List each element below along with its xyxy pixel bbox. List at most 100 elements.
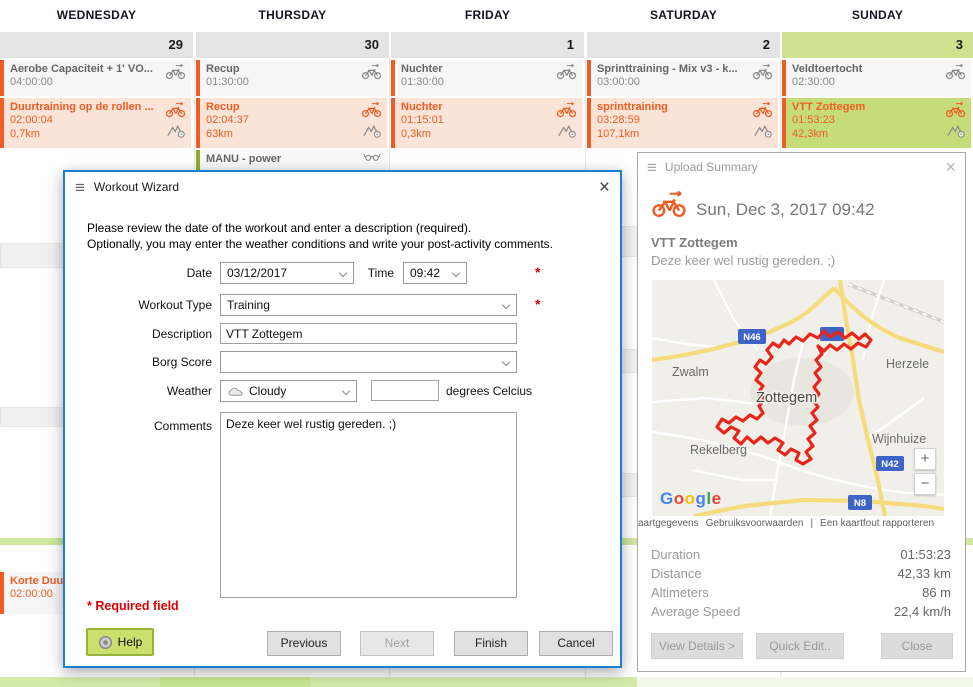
actual-workout[interactable]: Nuchter 01:15:01 0,3km xyxy=(391,98,582,148)
gps-track xyxy=(715,329,873,466)
upload-summary-panel: ≡ Upload Summary × Sun, Dec 3, 2017 09:4… xyxy=(637,152,966,672)
borg-score-label: Borg Score xyxy=(151,355,212,369)
comments-textarea[interactable]: Deze keer wel rustig gereden. ;) xyxy=(220,412,517,598)
road-shields: N46 N42 N8 xyxy=(738,329,904,510)
help-button[interactable]: Help xyxy=(86,628,154,656)
bike-icon xyxy=(361,63,382,80)
svg-text:Wijnhuize: Wijnhuize xyxy=(872,432,926,446)
close-icon[interactable]: × xyxy=(945,157,956,177)
menu-icon[interactable]: ≡ xyxy=(647,157,657,177)
chevron-down-icon xyxy=(451,268,461,278)
menu-icon[interactable]: ≡ xyxy=(75,177,85,197)
chevron-down-icon xyxy=(341,386,351,396)
activity-title: VTT Zottegem xyxy=(651,235,738,250)
elevation-icon xyxy=(167,124,186,138)
day-number-cell[interactable]: 29 xyxy=(0,32,193,58)
view-details-button[interactable]: View Details > xyxy=(651,633,743,659)
day-header: SATURDAY xyxy=(649,8,718,22)
bike-icon xyxy=(752,63,773,80)
time-label: Time xyxy=(367,266,394,280)
svg-text:Herzele: Herzele xyxy=(886,357,929,371)
activity-date: Sun, Dec 3, 2017 09:42 xyxy=(696,200,875,219)
borg-score-select[interactable] xyxy=(220,351,517,373)
svg-text:Rekelberg: Rekelberg xyxy=(690,443,747,457)
elevation-icon xyxy=(947,124,966,138)
planned-workout[interactable]: Nuchter 01:30:00 xyxy=(391,60,582,96)
finish-button[interactable]: Finish xyxy=(454,631,528,656)
bike-icon xyxy=(651,190,687,218)
chevron-down-icon xyxy=(501,300,511,310)
zoom-out-button[interactable]: − xyxy=(914,473,936,495)
svg-text:N46: N46 xyxy=(743,332,760,343)
stat-row: Average Speed 22,4 km/h xyxy=(651,604,951,619)
elevation-icon xyxy=(558,124,577,138)
degrees-label: degrees Celcius xyxy=(446,384,533,398)
planned-workout[interactable]: Veldtoertocht 02:30:00 xyxy=(782,60,971,96)
day-header: SUNDAY xyxy=(851,8,904,22)
bike-icon xyxy=(556,63,577,80)
bottom-band xyxy=(637,677,973,687)
quick-edit-button[interactable]: Quick Edit.. xyxy=(756,633,844,659)
activity-comment: Deze keer wel rustig gereden. ;) xyxy=(651,253,836,268)
temperature-input[interactable] xyxy=(371,380,439,401)
actual-workout[interactable]: Recup 02:04:37 63km xyxy=(196,98,387,148)
weather-select[interactable]: Cloudy xyxy=(220,380,357,402)
next-button[interactable]: Next xyxy=(360,631,434,656)
svg-text:Zwalm: Zwalm xyxy=(672,365,709,379)
dialog-title: Workout Wizard xyxy=(93,180,180,194)
chevron-down-icon xyxy=(501,357,511,367)
bottom-band xyxy=(310,677,637,687)
svg-text:N8: N8 xyxy=(854,498,866,509)
map-attribution: aartgegevens Gebruiksvoorwaarden | Een k… xyxy=(638,518,965,529)
planned-workout[interactable]: Aerobe Capaciteit + 1' VO... 04:00:00 xyxy=(0,60,191,96)
close-button[interactable]: Close xyxy=(881,633,953,659)
panel-title: Upload Summary xyxy=(664,160,758,174)
weather-label: Weather xyxy=(166,384,212,398)
bottom-band xyxy=(160,677,310,687)
workout-type-label: Workout Type xyxy=(138,298,212,312)
time-select[interactable]: 09:42 xyxy=(403,262,467,284)
bike-icon xyxy=(945,63,966,80)
day-number-cell[interactable]: 3 xyxy=(782,32,973,58)
day-number-cell[interactable]: 30 xyxy=(196,32,389,58)
description-input[interactable] xyxy=(220,323,517,344)
bike-icon xyxy=(945,101,966,118)
google-logo[interactable]: Google xyxy=(660,489,722,508)
dialog-intro: Please review the date of the workout an… xyxy=(87,221,553,251)
attribution-separator: | xyxy=(810,518,814,529)
day-number-cell[interactable]: 2 xyxy=(587,32,780,58)
previous-button[interactable]: Previous xyxy=(267,631,341,656)
required-field-note: * Required field xyxy=(87,599,179,613)
actual-workout[interactable]: VTT Zottegem 01:53:23 42,3km xyxy=(782,98,971,148)
dialog-titlebar: ≡ Workout Wizard × xyxy=(65,172,620,202)
stat-row: Altimeters 86 m xyxy=(651,585,951,600)
required-asterisk: * xyxy=(535,296,541,312)
description-label: Description xyxy=(151,327,212,341)
bike-icon xyxy=(752,101,773,118)
workout-type-select[interactable]: Training xyxy=(220,294,517,316)
activity-stats: Duration 01:53:23 Distance 42,33 km Alti… xyxy=(651,545,951,621)
day-header: THURSDAY xyxy=(258,8,327,22)
elevation-icon xyxy=(754,124,773,138)
cancel-button[interactable]: Cancel xyxy=(539,631,613,656)
route-map[interactable]: N46 N42 N8 Zwalm Herzele Rekelberg Wijnh… xyxy=(652,280,944,516)
actual-workout[interactable]: sprinttraining 03:28:59 107,1km xyxy=(587,98,778,148)
zoom-in-button[interactable]: + xyxy=(914,448,936,470)
day-number-cell[interactable]: 1 xyxy=(391,32,584,58)
planned-workout[interactable]: Sprinttraining - Mix v3 - k... 03:00:00 xyxy=(587,60,778,96)
cloud-icon xyxy=(227,385,244,397)
required-asterisk: * xyxy=(535,264,541,280)
stat-row: Distance 42,33 km xyxy=(651,566,951,581)
day-column-sunday: SUNDAY 3 Veldtoertocht 02:30:00 VTT Zott… xyxy=(782,0,973,687)
day-header: WEDNESDAY xyxy=(56,8,137,22)
date-select[interactable]: 03/12/2017 xyxy=(220,262,354,284)
planned-workout[interactable]: Recup 01:30:00 xyxy=(196,60,387,96)
svg-text:Zottegem: Zottegem xyxy=(756,390,817,406)
terms-link[interactable]: Gebruiksvoorwaarden xyxy=(705,518,804,529)
close-icon[interactable]: × xyxy=(598,176,610,198)
elevation-icon xyxy=(363,124,382,138)
bike-icon xyxy=(165,101,186,118)
actual-workout[interactable]: Duurtraining op de rollen ... 02:00:04 0… xyxy=(0,98,191,148)
report-error-link[interactable]: Een kaartfout rapporteren xyxy=(820,518,935,529)
